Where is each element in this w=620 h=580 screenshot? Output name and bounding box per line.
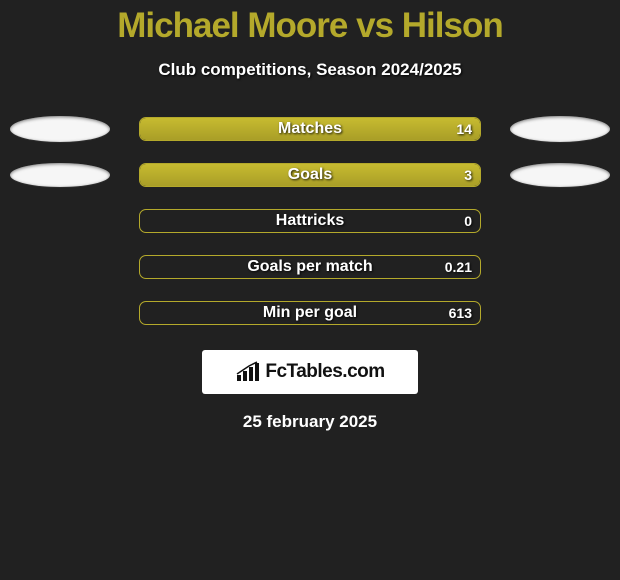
watermark: FcTables.com bbox=[202, 350, 418, 394]
stat-row: Goals 3 bbox=[0, 152, 620, 198]
bar-chart-icon bbox=[235, 361, 261, 383]
bar-track: Goals 3 bbox=[139, 163, 481, 187]
stat-label: Goals per match bbox=[247, 258, 372, 276]
stat-value: 0.21 bbox=[445, 259, 472, 275]
bar-track: Goals per match 0.21 bbox=[139, 255, 481, 279]
player-left-ellipse bbox=[10, 163, 110, 187]
stat-value: 613 bbox=[449, 305, 472, 321]
stat-row: Matches 14 bbox=[0, 106, 620, 152]
stat-value: 0 bbox=[464, 213, 472, 229]
stat-label: Goals bbox=[288, 166, 332, 184]
stat-label: Matches bbox=[278, 120, 342, 138]
watermark-text: FcTables.com bbox=[265, 361, 384, 383]
stat-label: Min per goal bbox=[263, 304, 357, 322]
comparison-chart: Matches 14 Goals 3 Hattricks 0 Goals per match… bbox=[0, 106, 620, 336]
stat-row: Goals per match 0.21 bbox=[0, 244, 620, 290]
player-right-ellipse bbox=[510, 163, 610, 187]
bar-track: Hattricks 0 bbox=[139, 209, 481, 233]
stat-label: Hattricks bbox=[276, 212, 344, 230]
player-right-ellipse bbox=[510, 116, 610, 142]
bar-track: Min per goal 613 bbox=[139, 301, 481, 325]
stat-row: Min per goal 613 bbox=[0, 290, 620, 336]
player-left-ellipse bbox=[10, 116, 110, 142]
stat-value: 14 bbox=[456, 121, 472, 137]
date-text: 25 february 2025 bbox=[0, 412, 620, 432]
subtitle: Club competitions, Season 2024/2025 bbox=[0, 60, 620, 80]
stat-value: 3 bbox=[464, 167, 472, 183]
page-title: Michael Moore vs Hilson bbox=[0, 0, 620, 46]
bar-track: Matches 14 bbox=[139, 117, 481, 141]
stat-row: Hattricks 0 bbox=[0, 198, 620, 244]
